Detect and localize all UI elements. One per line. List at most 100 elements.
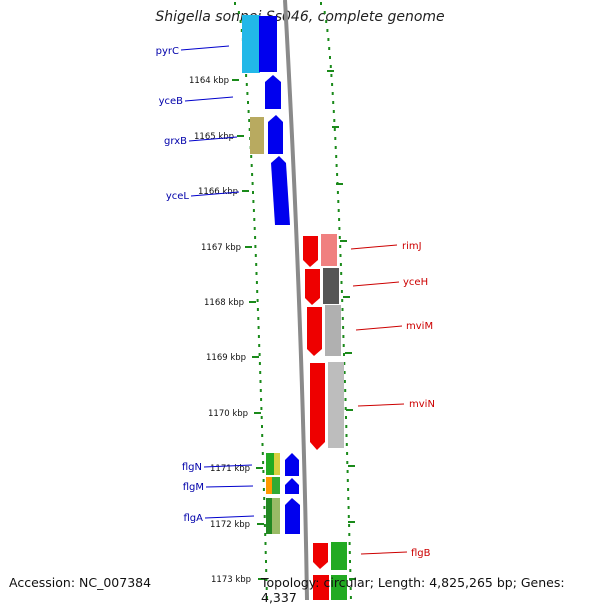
gene-name: yceB	[159, 96, 184, 107]
flgM-feature-a	[266, 477, 272, 494]
gene-label-flgB[interactable]: flgB	[360, 548, 431, 559]
ruler-dots	[234, 2, 352, 599]
ruler-dot	[254, 254, 257, 257]
gene-label-flgM[interactable]: flgM	[183, 482, 254, 493]
ruler-dot	[237, 11, 240, 14]
ruler-dot	[339, 263, 342, 266]
ruler-dot	[344, 398, 347, 401]
ruler-dot	[345, 443, 348, 446]
ruler-tick-1165: 1165 kbp	[194, 132, 244, 142]
ruler-dot	[328, 47, 331, 50]
mviN-feature	[328, 362, 344, 448]
pyrC-gene-arrow	[259, 16, 277, 72]
gene-label-mviM[interactable]: mviM	[355, 321, 433, 332]
gene-label-flgN[interactable]: flgN	[182, 462, 253, 473]
ruler-dot	[250, 164, 253, 167]
gene-label-yceB[interactable]: yceB	[159, 96, 234, 107]
ruler-dot	[343, 371, 346, 374]
ruler-dot	[264, 551, 267, 554]
flgN-feature-b	[274, 453, 280, 475]
mviM-feature	[325, 305, 341, 356]
flgA-feature-a	[266, 498, 272, 534]
ruler-dot	[248, 119, 251, 122]
tick-label: 1173 kbp	[211, 575, 251, 585]
ruler-dot	[250, 155, 253, 158]
ruler-dot	[343, 353, 345, 356]
ruler-dot	[347, 488, 350, 491]
ruler-dot	[343, 380, 346, 383]
ruler-dot	[245, 74, 248, 77]
ruler-dot	[257, 335, 260, 338]
ruler-dot	[254, 245, 257, 248]
ruler-dot	[252, 191, 254, 194]
ruler-dot	[239, 20, 242, 23]
ruler-dot	[320, 2, 322, 5]
ruler-dot	[347, 515, 350, 518]
right-ruler-marks	[327, 70, 356, 580]
flgN-feature-a	[266, 453, 274, 475]
ruler-dot	[344, 389, 347, 392]
next-green-feature	[331, 575, 347, 600]
ruler-dot	[329, 65, 332, 68]
ruler-dot	[349, 596, 352, 599]
ruler-dot	[336, 173, 339, 176]
ruler-dot	[260, 398, 263, 401]
ruler-dot	[339, 254, 342, 257]
genome-summary-text: Topology: circular; Length: 4,825,265 bp…	[261, 575, 565, 605]
ruler-dot	[341, 299, 344, 302]
mviM-gene-arrow	[307, 307, 322, 356]
ruler-dot	[246, 92, 249, 95]
gene-label-grxB[interactable]: grxB	[164, 136, 238, 147]
yceH-feature	[323, 268, 339, 304]
ruler-dot	[248, 128, 251, 131]
gene-label-mviN[interactable]: mviN	[357, 399, 435, 410]
ruler-dot	[265, 569, 268, 572]
ruler-dot	[323, 11, 326, 14]
ruler-dot	[255, 281, 258, 284]
ruler-dot	[265, 587, 268, 590]
gene-label-flgA[interactable]: flgA	[184, 513, 255, 524]
ruler-dot	[340, 290, 343, 293]
flgM-feature-b	[272, 477, 280, 494]
ruler-dot	[347, 497, 350, 500]
flgA-feature-b	[272, 498, 280, 534]
ruler-dot	[262, 470, 265, 473]
ruler-dot	[263, 524, 266, 527]
gene-name: flgN	[182, 462, 202, 473]
ruler-tick-1166: 1166 kbp	[198, 187, 249, 197]
tick-label: 1166 kbp	[198, 187, 238, 197]
flgA-gene-arrow	[285, 498, 300, 534]
ruler-dot	[263, 515, 266, 518]
ruler-dot	[251, 182, 254, 185]
ruler-dot	[330, 74, 333, 77]
gene-label-yceL[interactable]: yceL	[166, 191, 240, 202]
gene-label-pyrC[interactable]: pyrC	[156, 45, 230, 57]
ruler-dot	[259, 371, 262, 374]
ruler-dot	[260, 416, 263, 419]
gene-name: pyrC	[156, 46, 179, 57]
ruler-dot	[263, 497, 266, 500]
ruler-dot	[332, 101, 335, 104]
ruler-dot	[262, 479, 265, 482]
ruler-dot	[339, 245, 342, 248]
ruler-dot	[253, 218, 256, 221]
flgB-gene-arrow	[313, 543, 328, 569]
ruler-dot	[240, 29, 243, 32]
ruler-dot	[333, 128, 336, 131]
gene-label-rimJ[interactable]: rimJ	[350, 241, 422, 252]
yceH-gene-arrow	[305, 269, 320, 305]
tick-label: 1172 kbp	[210, 520, 250, 530]
ruler-dot	[262, 461, 265, 464]
ruler-dot	[259, 389, 262, 392]
ruler-dot	[349, 587, 352, 590]
ruler-dot	[329, 56, 331, 59]
ruler-dot	[334, 146, 337, 149]
gene-label-yceH[interactable]: yceH	[352, 277, 428, 288]
tick-label: 1170 kbp	[208, 409, 248, 419]
grxB-feature	[250, 117, 264, 154]
ruler-dot	[346, 461, 349, 464]
gene-name: grxB	[164, 136, 187, 147]
gene-name: mviN	[409, 399, 435, 410]
ruler-dot	[345, 425, 348, 428]
